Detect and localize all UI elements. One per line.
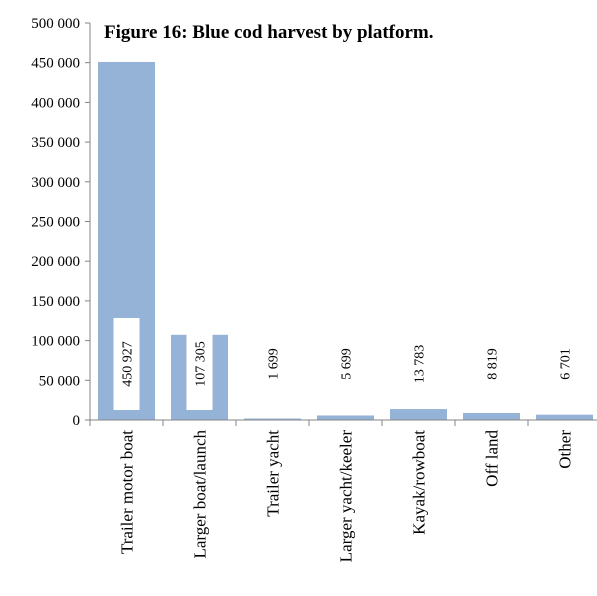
x-category-label: Trailer yacht [264, 430, 283, 517]
x-category-label: Off land [483, 430, 502, 487]
data-label: 107 305 [194, 341, 209, 387]
y-tick-label: 350 000 [31, 135, 80, 151]
y-tick-label: 100 000 [31, 334, 80, 350]
data-label: 1 699 [267, 348, 282, 380]
y-tick-label: 50 000 [39, 373, 80, 389]
bar [244, 418, 301, 420]
x-category-label: Larger yacht/keeler [337, 430, 356, 563]
bar [536, 414, 593, 420]
x-category-label: Kayak/rowboat [410, 430, 429, 535]
y-tick-label: 500 000 [31, 16, 80, 32]
y-tick-label: 400 000 [31, 95, 80, 111]
y-tick-label: 450 000 [31, 56, 80, 72]
y-tick-label: 200 000 [31, 254, 80, 270]
data-label: 450 927 [121, 341, 136, 387]
y-tick-label: 150 000 [31, 294, 80, 310]
x-category-label: Trailer motor boat [118, 430, 137, 554]
data-label-box [186, 318, 213, 410]
y-tick-label: 250 000 [31, 215, 80, 231]
bar [463, 412, 520, 420]
bar [390, 409, 447, 420]
x-category-label: Larger boat/launch [191, 430, 210, 559]
y-tick-label: 0 [73, 413, 81, 429]
data-label-box [113, 318, 140, 410]
axes-layer: 0 50 000 100 000 150 000 200 000 250 000 300 0… [31, 16, 597, 562]
chart-title: Figure 16: Blue cod harvest by platform. [104, 22, 434, 43]
y-tick-label: 300 000 [31, 175, 80, 191]
data-label: 6 701 [559, 348, 574, 380]
data-label: 13 783 [413, 345, 428, 384]
data-label: 5 699 [340, 348, 355, 380]
x-category-label: Other [556, 430, 575, 469]
data-labels-layer: 450 927 107 305 1 699 5 699 13 783 8 819 6 701 [113, 318, 574, 410]
data-label: 8 819 [486, 348, 501, 380]
bar [317, 415, 374, 420]
